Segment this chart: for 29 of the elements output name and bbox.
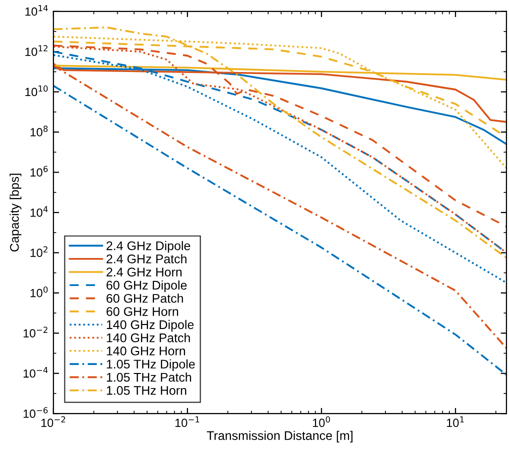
- x-tick-label: 10$^{0}$: [312, 416, 330, 428]
- y-tick-label: 10$^{14}$: [25, 5, 48, 16]
- legend-label: 1.05 THz Patch: [106, 372, 192, 382]
- y-tick-label: 10$^{12}$: [25, 45, 48, 56]
- y-tick-label: 10$^{−4}$: [24, 367, 48, 378]
- y-tick-label: 10$^{−6}$: [24, 407, 48, 418]
- x-tick-label: 10$^{−1}$: [175, 416, 200, 428]
- legend-label: 140 GHz Dipole: [106, 320, 194, 332]
- legend-label: 140 GHz Horn: [106, 346, 186, 356]
- y-tick-label: 10$^{8}$: [30, 126, 48, 136]
- legend-label: 140 GHz Patch: [106, 333, 190, 342]
- legend-label: 1.05 THz Horn: [106, 386, 186, 395]
- legend-label: 60 GHz Horn: [106, 307, 178, 316]
- y-tick-label: 10$^{10}$: [25, 85, 48, 96]
- legend-label: 60 GHz Patch: [106, 294, 183, 303]
- y-tick-label: 10$^{−2}$: [24, 326, 48, 338]
- x-axis-title: Transmission Distance [m]: [206, 430, 352, 442]
- legend-label: 1.05 THz Dipole: [106, 359, 195, 372]
- x-tick-label: 10$^{−2}$: [41, 416, 66, 428]
- x-tick-label: 10$^{1}$: [446, 416, 464, 428]
- y-axis-title: Capacity [bps]: [10, 174, 22, 252]
- legend-label: 60 GHz Dipole: [106, 280, 187, 292]
- y-tick-label: 10$^{6}$: [30, 166, 48, 177]
- legend-label: 2.4 GHz Patch: [106, 254, 186, 264]
- legend-label: 2.4 GHz Horn: [106, 268, 182, 276]
- y-tick-label: 10$^{4}$: [30, 206, 48, 217]
- y-tick-label: 10$^{0}$: [30, 286, 48, 298]
- legend-label: 2.4 GHz Dipole: [106, 241, 190, 253]
- y-tick-label: 10$^{2}$: [30, 246, 48, 258]
